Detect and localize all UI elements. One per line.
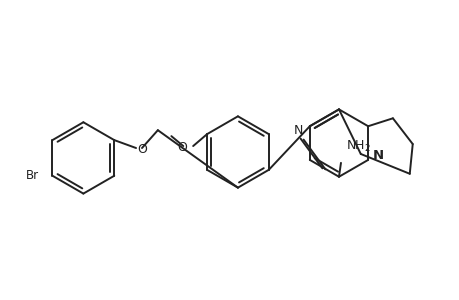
Text: NH$_2$: NH$_2$ <box>345 139 370 154</box>
Text: Br: Br <box>25 169 39 182</box>
Text: N: N <box>372 149 383 162</box>
Text: N: N <box>293 124 302 137</box>
Text: O: O <box>177 140 187 154</box>
Text: O: O <box>137 142 146 155</box>
